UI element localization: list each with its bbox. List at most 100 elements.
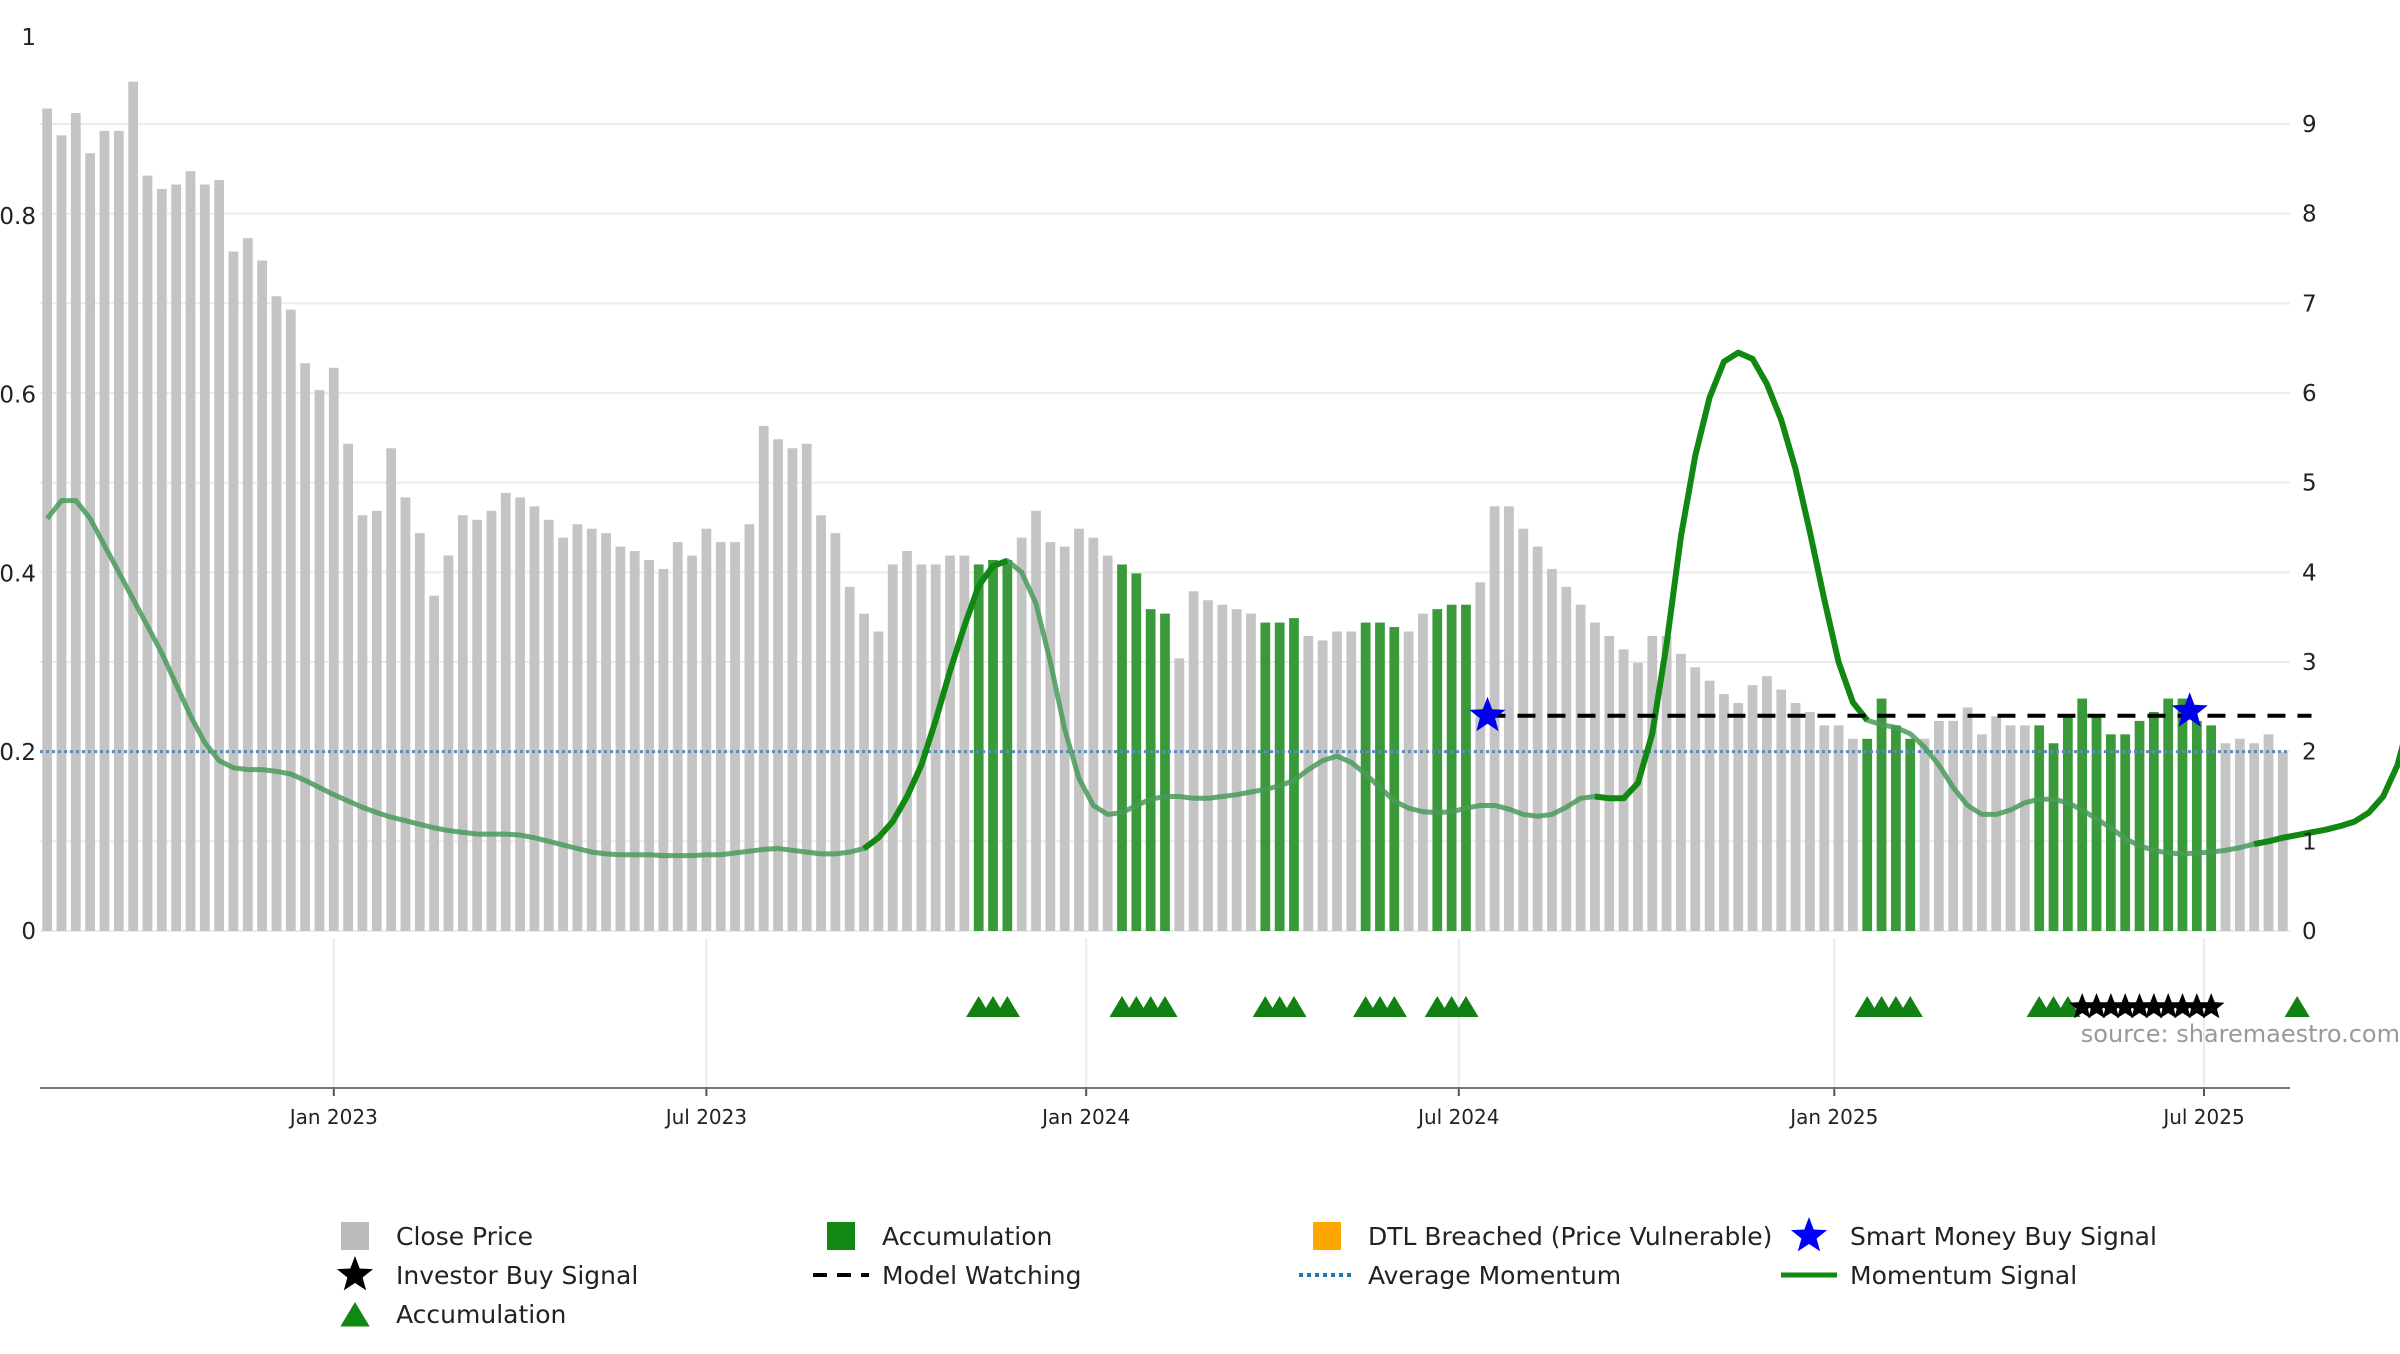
accumulation-bar <box>973 564 984 931</box>
close-price-bar <box>486 510 497 931</box>
accumulation-bar <box>2048 743 2059 931</box>
accumulation-bar <box>1131 573 1142 931</box>
y-left-tick-label: 0.4 <box>0 561 36 587</box>
accumulation-bar <box>2163 698 2174 931</box>
accumulation-triangle <box>2284 996 2310 1017</box>
close-price-bar <box>242 238 253 931</box>
legend-label: Model Watching <box>882 1261 1082 1290</box>
investor-buy-star <box>2154 993 2182 1019</box>
close-price-bar <box>1991 716 2002 931</box>
legend-item: Accumulation <box>827 1222 1052 1251</box>
close-price-bar <box>1074 528 1084 931</box>
close-price-bar <box>2220 743 2231 931</box>
close-price-bar <box>1317 640 1328 931</box>
investor-buy-star <box>2197 993 2225 1019</box>
close-price-bar <box>1747 685 1758 931</box>
close-price-bar <box>615 546 626 931</box>
close-price-bar <box>85 153 96 932</box>
momentum-signal-active <box>862 557 1009 851</box>
accumulation-bar <box>1389 627 1400 931</box>
close-price-bar <box>414 533 425 931</box>
close-price-bar <box>1418 613 1428 931</box>
investor-buy-star <box>2183 993 2211 1019</box>
close-price-bar <box>1704 680 1715 931</box>
accumulation-bar <box>1375 622 1385 931</box>
close-price-bar <box>1102 555 1113 931</box>
accumulation-triangle <box>2055 996 2081 1017</box>
close-price-bar <box>1059 546 1070 931</box>
close-price-bar <box>2005 725 2016 931</box>
close-price-bar <box>357 515 368 931</box>
close-price-bar <box>887 564 898 931</box>
close-price-bar <box>156 188 167 932</box>
close-price-bar <box>185 171 196 932</box>
accumulation-bar <box>2120 734 2131 931</box>
legend-item: Smart Money Buy Signal <box>1790 1217 2157 1252</box>
close-price-bar <box>644 559 654 931</box>
close-price-bar <box>228 251 239 931</box>
close-price-bar <box>300 363 310 931</box>
close-price-bar <box>572 524 583 931</box>
close-price-bar <box>2020 725 2030 931</box>
legend-swatch-star <box>1790 1217 1828 1252</box>
lines-layer <box>40 349 2400 859</box>
legend-label: DTL Breached (Price Vulnerable) <box>1368 1222 1772 1251</box>
close-price-bar <box>1403 631 1414 931</box>
x-tick-label: Jan 2024 <box>1040 1105 1130 1129</box>
y-right-tick-label: 4 <box>2302 560 2317 586</box>
close-price-bar <box>816 515 826 931</box>
accumulation-bar <box>1002 559 1013 931</box>
close-price-bar <box>285 309 296 931</box>
close-price-bar <box>2263 734 2274 931</box>
close-price-bar <box>257 260 268 931</box>
close-price-bar <box>1776 689 1787 931</box>
accumulation-bar <box>1862 738 1873 931</box>
close-price-bar <box>1733 703 1744 931</box>
y-right-tick-label: 8 <box>2302 202 2317 228</box>
legend-label: Close Price <box>396 1222 533 1251</box>
close-price-bar <box>586 528 597 931</box>
close-price-bar <box>1203 600 1213 931</box>
close-price-bar <box>1934 720 1944 931</box>
close-price-bar <box>629 551 640 931</box>
legend-item: Model Watching <box>813 1261 1082 1290</box>
accumulation-triangle <box>994 996 1020 1017</box>
legend-label: Accumulation <box>396 1300 566 1329</box>
accumulation-bar <box>1876 698 1887 931</box>
close-price-bar <box>758 425 769 931</box>
close-price-bar <box>601 533 611 931</box>
x-tick-label: Jul 2025 <box>2161 1105 2244 1129</box>
x-tick-label: Jul 2023 <box>664 1105 747 1129</box>
accumulation-triangle <box>1152 996 1178 1017</box>
close-price-bar <box>1819 725 1830 931</box>
close-price-bar <box>701 528 712 931</box>
legend-label: Average Momentum <box>1368 1261 1621 1290</box>
accumulation-triangle <box>1281 996 1307 1017</box>
y-left-tick-label: 1 <box>21 25 36 51</box>
close-price-bar <box>1575 604 1586 931</box>
close-price-bar <box>42 108 53 931</box>
investor-buy-star <box>2097 993 2125 1019</box>
close-price-bar <box>959 555 970 931</box>
close-price-bar <box>730 542 740 931</box>
y-left-tick-label: 0 <box>21 919 36 945</box>
investor-buy-star <box>2169 993 2196 1019</box>
close-price-bar <box>1031 510 1041 931</box>
close-price-bar <box>214 180 225 932</box>
close-price-bar <box>314 390 325 931</box>
accumulation-bar <box>988 559 998 931</box>
accumulation-bar <box>2091 716 2102 931</box>
y-left-tick-label: 0.8 <box>0 204 36 230</box>
accumulation-bar <box>1891 725 1901 931</box>
legend-swatch-square <box>1313 1222 1341 1250</box>
close-price-bar <box>873 631 884 931</box>
close-price-bar <box>99 130 110 931</box>
close-price-bar <box>859 613 869 931</box>
close-price-bar <box>328 367 339 931</box>
close-price-bar <box>1532 546 1543 931</box>
accumulation-bar <box>2177 698 2188 931</box>
close-price-bar <box>1045 542 1056 931</box>
y-right-tick-label: 7 <box>2302 291 2317 317</box>
close-price-bar <box>70 112 81 932</box>
